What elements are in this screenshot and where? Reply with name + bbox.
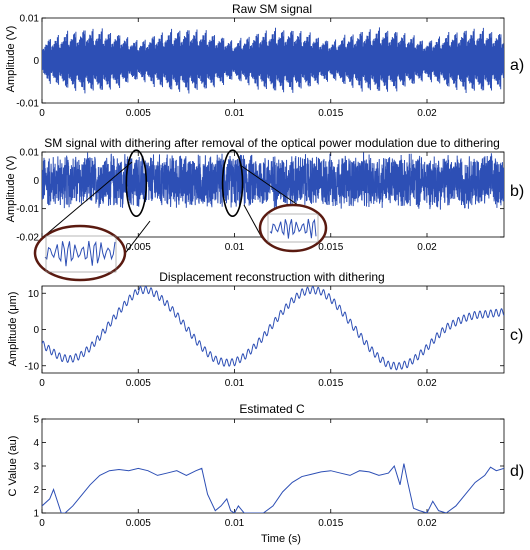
inset-signal [44,240,116,267]
series-line [42,286,504,371]
panel-a-ylabel: Amplitude (V) [5,26,17,93]
x-tick-label: 0.01 [225,378,245,389]
highlight-ellipse [221,149,244,217]
y-tick-label: 0.01 [20,14,40,25]
y-tick-label: 10 [28,289,40,300]
panel-d-xlabel: Time (s) [261,533,301,545]
x-tick-label: 0.02 [417,108,437,119]
inset-signal [269,218,317,239]
x-tick-label: 0 [39,378,45,389]
y-tick-label: -0.02 [16,233,39,244]
x-tick-label: 0.01 [225,518,245,529]
panel-b-ylabel: Amplitude (V) [5,156,17,223]
x-tick-label: 0 [39,108,45,119]
panel-b: SM signal with dithering after removal o… [5,136,524,253]
inset-frame [267,213,319,243]
panel-c-ylabel: Amplitude (μm) [7,292,19,367]
panel-a-title: Raw SM signal [232,2,312,16]
x-tick-label: 0.02 [417,518,437,529]
x-tick-label: 0.01 [225,242,245,253]
y-tick-label: 3 [33,462,39,473]
y-tick-label: 1 [33,509,39,520]
x-tick-label: 0.005 [126,518,151,529]
panel-c-label: c) [510,327,523,344]
y-tick-label: 5 [33,415,39,426]
y-tick-label: 0.01 [20,148,40,159]
y-tick-label: -10 [25,361,40,372]
x-tick-label: 0 [39,518,45,529]
x-tick-label: 0.015 [318,378,343,389]
panel-c-title: Displacement reconstruction with ditheri… [159,270,384,284]
zoom-inset-right [258,203,328,253]
inset-frame [45,235,117,273]
zoom-line [41,161,133,239]
x-tick-label: 0.005 [126,242,151,253]
series-line [42,27,504,94]
panel-d-plot: 0 0.005 0.01 0.015 0.02 1 2 3 4 5 [33,415,505,529]
zoom-insets [33,161,328,282]
x-tick-label: 0.015 [318,242,343,253]
x-tick-label: 0.02 [417,242,437,253]
panel-a-label: a) [510,57,524,74]
y-tick-label: 0 [33,56,39,67]
x-tick-label: 0.015 [318,518,343,529]
x-tick-label: 0.015 [318,108,343,119]
series-line [42,463,504,513]
zoom-line [243,204,263,239]
panel-a: Raw SM signal Amplitude (V) a) 0 0.005 0.0… [5,2,524,119]
panel-d-title: Estimated C [239,402,305,416]
y-tick-label: 0 [33,176,39,187]
x-tick-label: 0.005 [126,108,151,119]
panel-c-plot: 0 0.005 0.01 0.015 0.02 -10 0 10 [25,285,505,389]
x-tick-label: 0.005 [126,378,151,389]
panel-d-ylabel: C Value (au) [7,436,19,497]
y-tick-label: 0 [33,325,39,336]
panel-b-label: b) [510,183,524,200]
y-tick-label: -0.01 [16,204,39,215]
panel-d: Estimated C C Value (au) d) Time (s) 0 0.… [7,402,524,545]
y-tick-label: 4 [33,438,39,449]
y-tick-label: 2 [33,485,39,496]
panel-b-title: SM signal with dithering after removal o… [44,136,500,150]
panel-d-label: d) [510,463,524,480]
x-tick-label: 0.02 [417,378,437,389]
y-tick-label: -0.01 [16,99,39,110]
x-tick-label: 0.01 [225,108,245,119]
zoom-inset-left [33,224,127,282]
panel-c: Displacement reconstruction with ditheri… [7,270,523,389]
axes-box [41,285,505,374]
axes-box [41,418,505,514]
highlight-ellipse [125,149,148,217]
series-line [42,152,504,210]
